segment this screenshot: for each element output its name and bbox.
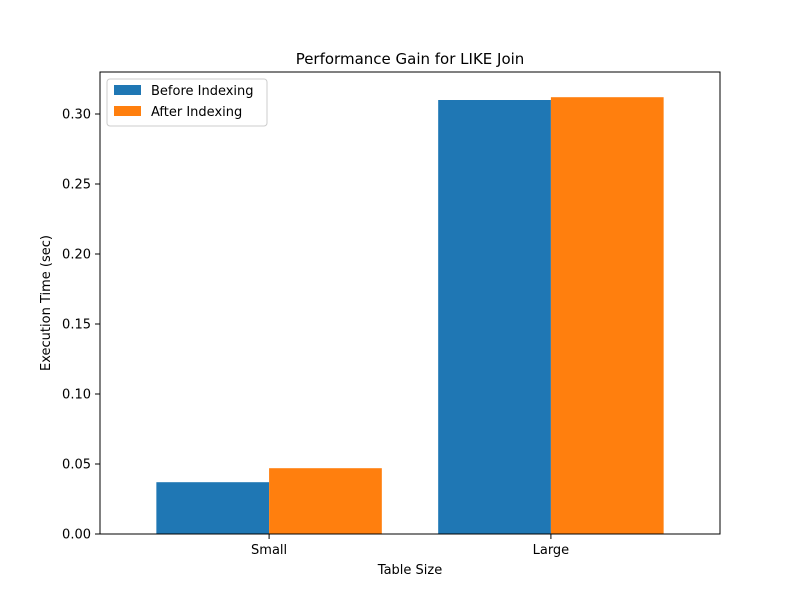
y-tick-label: 0.10	[62, 388, 91, 403]
y-tick-label: 0.20	[62, 248, 91, 263]
y-axis-label: Execution Time (sec)	[39, 235, 54, 371]
legend-label: After Indexing	[151, 105, 242, 120]
legend: Before Indexing After Indexing	[106, 78, 268, 127]
y-axis: 0.00 0.05 0.10 0.15 0.20 0.25 0.30	[62, 108, 100, 543]
bar-small-after-indexing	[269, 468, 382, 534]
x-axis-label: Table Size	[377, 563, 442, 578]
y-tick-label: 0.30	[62, 108, 91, 123]
bar-large-before-indexing	[438, 100, 551, 534]
bar-large-after-indexing	[550, 97, 664, 534]
chart-title: Performance Gain for LIKE Join	[296, 50, 525, 68]
bar-small-before-indexing	[156, 482, 270, 534]
y-tick-label: 0.05	[62, 458, 91, 473]
y-tick-label: 0.15	[62, 318, 91, 333]
x-axis: Small Large	[251, 534, 569, 558]
y-tick-label: 0.00	[62, 528, 91, 543]
x-tick-label: Large	[533, 543, 570, 558]
legend-swatch	[114, 106, 141, 116]
legend-swatch	[114, 85, 141, 95]
y-tick-label: 0.25	[62, 178, 91, 193]
legend-box	[106, 78, 268, 127]
legend-label: Before Indexing	[151, 84, 254, 99]
plot-frame	[99, 71, 721, 535]
x-tick-label: Small	[251, 543, 287, 558]
bars-group	[156, 97, 664, 534]
